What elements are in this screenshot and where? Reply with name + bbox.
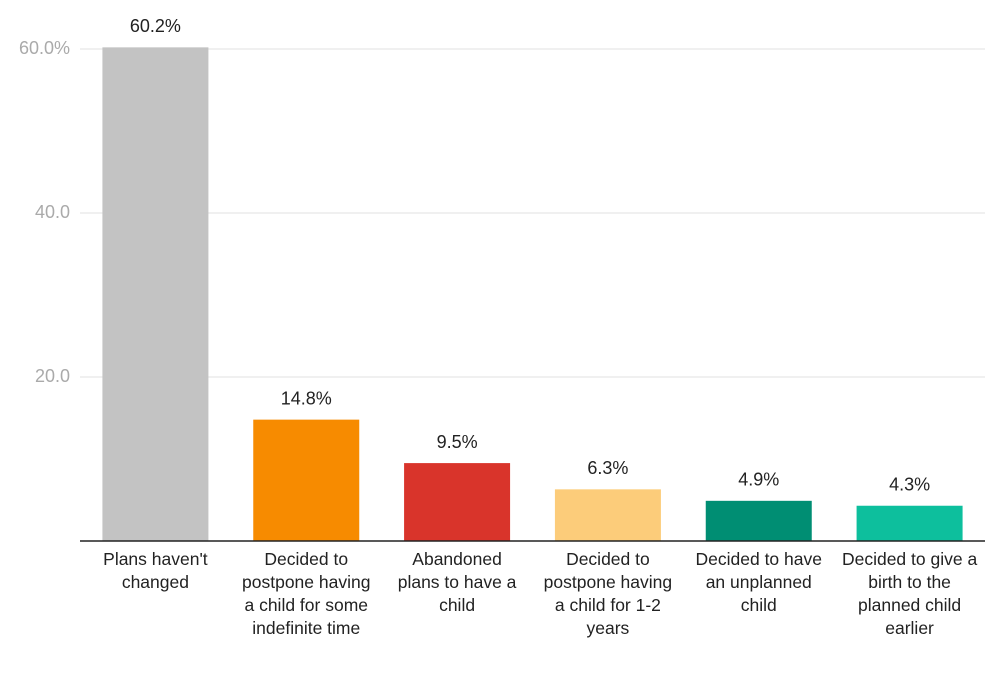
value-label: 4.3%	[889, 474, 930, 494]
x-tick-label: Decided to postpone having a child for s…	[242, 549, 371, 638]
value-label: 6.3%	[587, 458, 628, 478]
bar	[102, 47, 209, 542]
x-tick-label: Decided to give a birth to the planned c…	[841, 549, 978, 638]
value-label: 4.9%	[738, 470, 779, 490]
y-tick-label: 60.0%	[19, 38, 70, 58]
x-tick-label: Plans haven't changed	[103, 549, 208, 592]
value-label: 14.8%	[281, 388, 332, 408]
bar	[705, 500, 812, 541]
y-tick-label: 40.0	[35, 202, 70, 222]
value-label: 9.5%	[437, 432, 478, 452]
bar	[253, 419, 360, 541]
bar	[856, 505, 963, 541]
y-tick-label: 20.0	[35, 366, 70, 386]
bar	[554, 489, 661, 541]
x-tick-label: Decided to have an unplanned child	[695, 549, 822, 615]
bar	[404, 463, 511, 541]
x-tick-label: Abandoned plans to have a child	[397, 549, 517, 615]
x-tick-label: Decided to postpone having a child for 1…	[543, 549, 673, 638]
value-label: 60.2%	[130, 16, 181, 36]
